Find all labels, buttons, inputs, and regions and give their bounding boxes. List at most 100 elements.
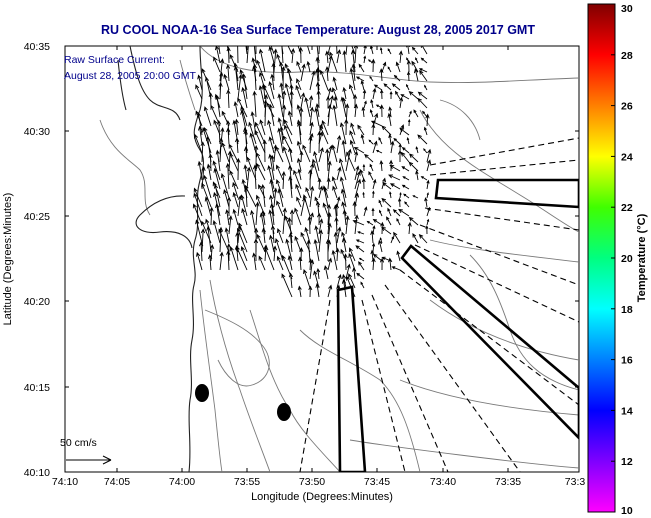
- current-vector: [209, 244, 215, 262]
- current-vector: [241, 73, 248, 100]
- current-vector: [306, 60, 311, 73]
- current-vector: [279, 82, 284, 100]
- current-vector: [406, 83, 410, 91]
- colorbar-tick-label: 12: [621, 456, 633, 468]
- current-vector: [351, 63, 356, 82]
- current-vector: [234, 137, 240, 154]
- x-axis-ticks: 74:10 74:05 74:00 73:55 73:50 73:45 73:4…: [52, 476, 586, 488]
- current-vector: [352, 266, 357, 280]
- current-vector: [229, 246, 239, 271]
- current-vector: [258, 48, 266, 73]
- current-vector: [270, 154, 275, 172]
- current-vector: [329, 51, 338, 73]
- current-vector: [413, 109, 419, 118]
- current-vector: [400, 151, 410, 163]
- current-vector: [213, 183, 221, 208]
- current-vector: [279, 61, 284, 82]
- current-vector: [353, 146, 365, 154]
- current-vector: [379, 104, 384, 118]
- current-vector: [408, 161, 419, 172]
- current-vector: [193, 192, 203, 217]
- current-vector: [391, 83, 401, 91]
- current-vector: [402, 176, 410, 181]
- current-vector: [281, 90, 287, 109]
- current-vector: [282, 207, 287, 235]
- current-vector: [300, 63, 306, 82]
- current-vector: [399, 127, 410, 136]
- current-vector: [426, 148, 432, 163]
- current-vector: [336, 226, 342, 244]
- current-vector: [246, 166, 251, 190]
- current-vector: [419, 69, 428, 82]
- current-vector: [288, 175, 293, 199]
- current-vector: [268, 153, 275, 181]
- current-vector: [256, 233, 266, 253]
- current-vector: [248, 121, 257, 145]
- current-vector: [240, 105, 248, 127]
- current-vector: [270, 73, 275, 91]
- current-vector: [318, 147, 324, 163]
- current-vector: [215, 203, 221, 226]
- current-vector: [331, 176, 338, 190]
- current-vector: [204, 196, 212, 217]
- current-vector: [198, 241, 204, 262]
- current-vector: [371, 207, 375, 216]
- current-vector: [226, 46, 231, 64]
- current-vector: [378, 199, 383, 208]
- current-vector: [355, 76, 365, 82]
- current-vector: [314, 107, 320, 127]
- current-vector: [269, 203, 275, 226]
- current-vector: [267, 119, 275, 145]
- current-vector: [263, 99, 268, 127]
- current-vector: [394, 90, 401, 100]
- current-vector: [343, 253, 348, 271]
- current-vector: [369, 108, 374, 118]
- current-vector: [362, 89, 367, 100]
- current-vector: [397, 197, 402, 208]
- current-vector: [325, 66, 330, 82]
- current-vector: [223, 73, 230, 91]
- current-vector: [236, 227, 248, 253]
- shoreline: [188, 46, 204, 472]
- current-vector: [423, 148, 428, 154]
- current-vector: [216, 119, 222, 145]
- current-vector: [268, 80, 275, 100]
- current-vector: [276, 164, 284, 181]
- current-vector: [331, 249, 338, 271]
- scale-label: 50 cm/s: [60, 437, 97, 449]
- current-vector: [276, 200, 284, 217]
- current-vector: [218, 81, 223, 100]
- current-vector: [407, 221, 412, 235]
- current-vector: [261, 209, 266, 226]
- current-vector: [281, 171, 286, 190]
- current-vector: [331, 87, 338, 100]
- current-vector: [351, 46, 356, 55]
- current-vector: [411, 60, 419, 73]
- current-vector: [243, 164, 248, 181]
- current-vector: [303, 269, 311, 289]
- current-vector: [284, 82, 293, 109]
- current-vector: [290, 47, 296, 64]
- x-tick-label: 73:50: [299, 476, 325, 488]
- current-vector: [268, 103, 275, 127]
- current-vector: [423, 126, 428, 136]
- current-vector: [417, 91, 428, 100]
- current-vector: [275, 179, 284, 199]
- current-vector: [363, 100, 367, 109]
- current-vector: [401, 184, 410, 190]
- contour-line: [99, 119, 151, 216]
- current-vector: [206, 163, 212, 181]
- current-vector: [275, 145, 284, 163]
- current-vector: [372, 140, 378, 154]
- contour-line: [199, 46, 579, 83]
- colorbar-tick-label: 16: [621, 355, 633, 367]
- current-vector: [426, 179, 430, 190]
- current-vector: [240, 246, 248, 262]
- current-vector: [226, 89, 231, 109]
- current-vector: [356, 272, 365, 280]
- y-tick-label: 40:10: [24, 467, 50, 479]
- current-vector: [285, 238, 293, 262]
- current-vector: [294, 235, 302, 253]
- current-vector: [279, 125, 284, 145]
- current-vector: [282, 104, 287, 127]
